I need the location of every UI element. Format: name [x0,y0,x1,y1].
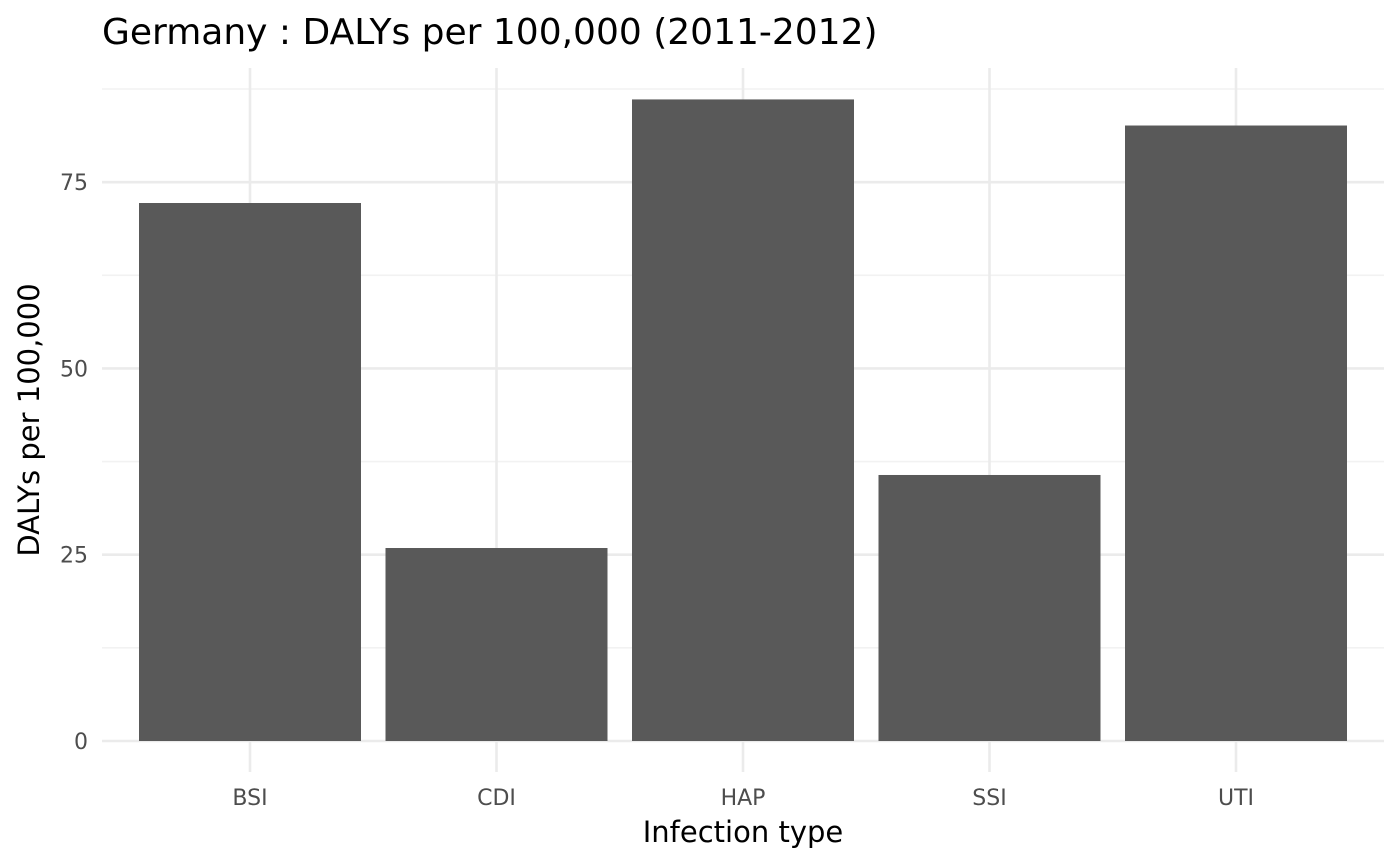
y-tick-label: 25 [60,544,88,569]
y-tick-label: 75 [60,171,88,196]
bars-layer [139,99,1347,742]
chart-title: Germany : DALYs per 100,000 (2011-2012) [102,12,878,53]
x-tick-label: BSI [232,786,267,811]
bar-cdi [385,548,608,741]
x-tick-label: SSI [972,786,1006,811]
y-axis-title: DALYs per 100,000 [12,283,46,556]
bar-uti [1125,125,1347,741]
bar-ssi [878,474,1101,741]
x-axis-title: Infection type [643,815,843,849]
x-tick-label: CDI [477,786,516,811]
y-tick-label: 50 [60,357,88,382]
x-axis-ticks: BSI CDI HAP SSI UTI [232,786,1254,811]
y-tick-label: 0 [74,730,88,755]
bar-hap [632,99,854,741]
x-tick-label: UTI [1218,786,1254,811]
bar-bsi [139,203,361,742]
y-axis-ticks: 0 25 50 75 [60,171,88,755]
x-tick-label: HAP [721,786,766,811]
